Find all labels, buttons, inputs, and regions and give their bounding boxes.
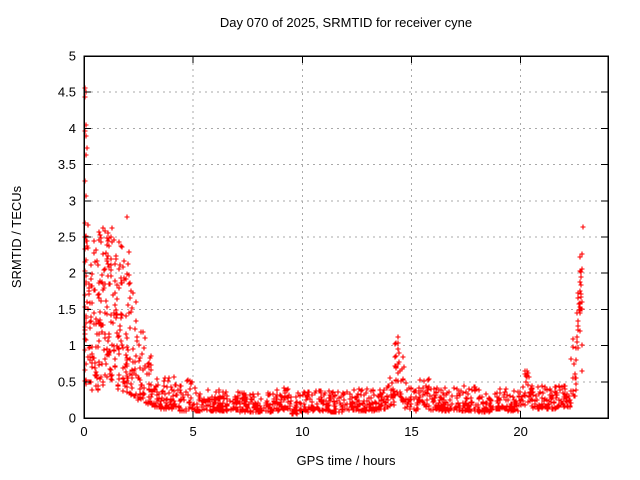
svg-text:3.5: 3.5: [58, 157, 76, 172]
svg-text:5: 5: [190, 424, 197, 439]
svg-text:0: 0: [80, 424, 87, 439]
svg-text:5: 5: [69, 49, 76, 64]
svg-text:2.5: 2.5: [58, 230, 76, 245]
svg-text:10: 10: [295, 424, 309, 439]
x-axis-label: GPS time / hours: [296, 453, 396, 468]
svg-text:0: 0: [69, 411, 76, 426]
svg-text:20: 20: [513, 424, 527, 439]
chart-title: Day 070 of 2025, SRMTID for receiver cyn…: [219, 15, 473, 30]
svg-text:3: 3: [69, 193, 76, 208]
svg-text:2: 2: [69, 266, 76, 281]
svg-text:0.5: 0.5: [58, 374, 76, 389]
svg-text:4.5: 4.5: [58, 85, 76, 100]
svg-text:1: 1: [69, 338, 76, 353]
svg-text:15: 15: [404, 424, 418, 439]
svg-text:4: 4: [69, 121, 76, 136]
svg-text:1.5: 1.5: [58, 302, 76, 317]
